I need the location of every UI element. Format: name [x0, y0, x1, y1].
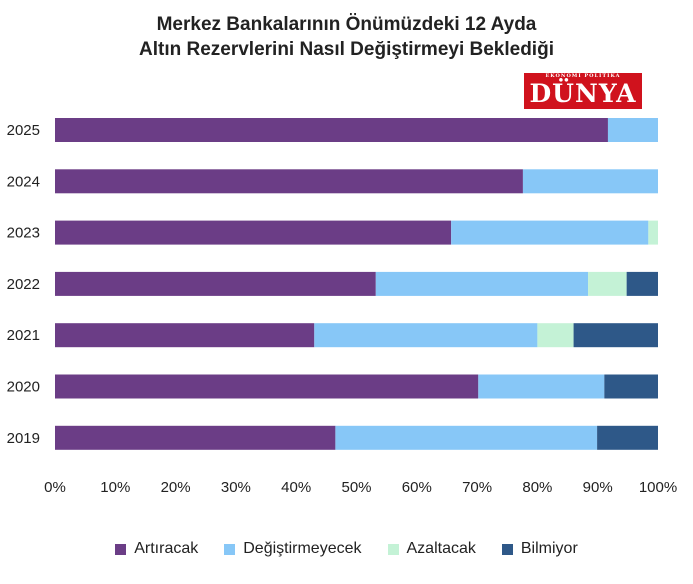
bar-2025-series-1 [607, 118, 658, 142]
x-tick-label: 40% [281, 479, 311, 496]
bar-2020-series-1 [478, 374, 605, 399]
legend-swatch [224, 543, 236, 555]
chart-title-line-1: Merkez Bankalarının Önümüzdeki 12 Ayda [156, 14, 537, 35]
bar-2022-series-3 [626, 271, 658, 296]
bar-2022-series-1 [375, 271, 589, 296]
y-tick-label: 2021 [7, 327, 40, 344]
logo-name: DÜNYA [529, 79, 637, 108]
axes-group: 2025 2024 2023 2022 2021 2020 2019 0% 10% 20% 30% 4… [7, 122, 678, 496]
bar-2024-series-1 [522, 169, 658, 194]
bar-2019-series-1 [335, 425, 598, 450]
stacked-bar-chart: 2025 2024 2023 2022 2021 2020 2019 0% 10% 20% 30% 4… [7, 118, 678, 496]
legend-label: Değiştirmeyecek [243, 540, 362, 557]
bar-2019-series-0 [55, 425, 336, 450]
bar-2025-series-0 [55, 118, 608, 142]
chart-title-line-2: Altın Rezervlerini Nasıl Değiştirmeyi Be… [139, 39, 554, 60]
bar-2023-series-1 [451, 220, 649, 245]
legend-label: Artıracak [134, 540, 199, 557]
legend-swatch [501, 543, 513, 555]
bar-2019-series-3 [597, 425, 658, 450]
x-tick-label: 30% [221, 479, 251, 496]
y-tick-label: 2024 [7, 173, 40, 190]
x-tick-label: 90% [583, 479, 613, 496]
y-tick-label: 2023 [7, 225, 40, 242]
y-tick-label: 2020 [7, 379, 40, 396]
y-tick-label: 2025 [7, 122, 40, 139]
bar-2024-series-0 [55, 169, 523, 194]
bar-2021-series-3 [573, 323, 658, 348]
legend-item-series-1: Değiştirmeyecek [224, 540, 362, 558]
bar-2022-series-2 [588, 271, 627, 296]
bar-2023-series-0 [55, 220, 452, 245]
legend-item-series-3: Bilmiyor [501, 540, 578, 558]
x-tick-label: 80% [522, 479, 552, 496]
y-tick-label: 2022 [7, 276, 40, 293]
legend-label: Azaltacak [406, 540, 476, 557]
dunya-logo: EKONOMİ POLİTİKA DÜNYA [524, 73, 642, 109]
x-tick-label: 70% [462, 479, 492, 496]
legend-swatch [387, 543, 399, 555]
x-tick-label: 60% [402, 479, 432, 496]
x-tick-label: 100% [639, 479, 677, 496]
bar-2020-series-0 [55, 374, 479, 399]
bar-2021-series-2 [537, 323, 574, 348]
x-tick-label: 0% [44, 479, 66, 496]
legend-swatch [115, 543, 127, 555]
logo-tagline: EKONOMİ POLİTİKA [545, 73, 621, 79]
legend-item-series-0: Artıracak [115, 540, 198, 558]
bar-2021-series-0 [55, 323, 315, 348]
x-tick-label: 50% [341, 479, 371, 496]
y-tick-label: 2019 [7, 430, 40, 447]
bar-2021-series-1 [314, 323, 538, 348]
x-tick-label: 20% [161, 479, 191, 496]
legend-item-series-2: Azaltacak [387, 540, 476, 558]
bars-group [55, 118, 658, 450]
bar-2023-series-2 [648, 220, 658, 245]
bar-2020-series-3 [604, 374, 658, 399]
x-tick-label: 10% [100, 479, 130, 496]
bar-2022-series-0 [55, 271, 376, 296]
chart-title: Merkez Bankalarının Önümüzdeki 12 Ayda A… [0, 12, 693, 62]
legend-label: Bilmiyor [520, 540, 578, 557]
legend: Artıracak Değiştirmeyecek Azaltacak Bilmiyo… [0, 537, 693, 561]
